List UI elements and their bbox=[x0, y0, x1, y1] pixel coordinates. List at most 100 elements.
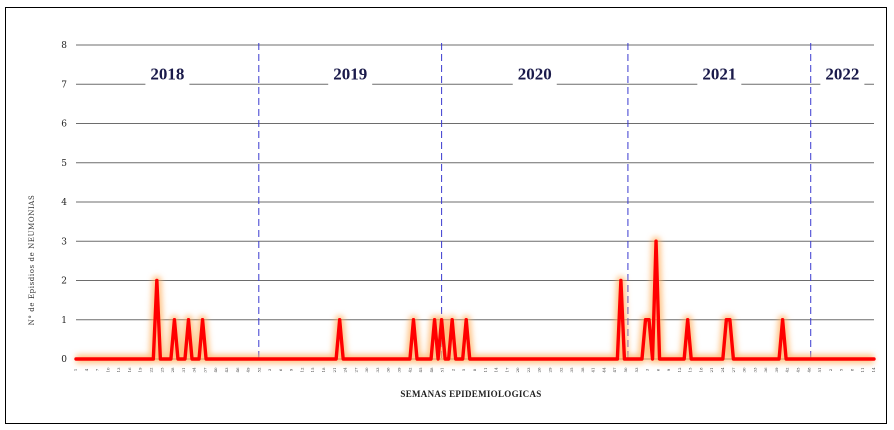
x-axis-title: SEMANAS EPIDEMIOLOGICAS bbox=[400, 389, 541, 399]
x-tick-label-1: 4 bbox=[84, 368, 89, 371]
year-label-bg-2020 bbox=[512, 63, 557, 86]
x-tick-label-47: 38 bbox=[580, 367, 585, 373]
y-tick-label-8: 8 bbox=[61, 41, 67, 51]
data-point-week-185 bbox=[724, 318, 728, 322]
x-tick-label-67: 45 bbox=[796, 367, 801, 373]
data-point-week-28 bbox=[172, 318, 177, 322]
x-tick-label-55: 9 bbox=[666, 368, 671, 371]
y-tick-label-4: 4 bbox=[61, 198, 67, 208]
x-tick-label-34: 51 bbox=[440, 367, 445, 372]
y-tick-label-6: 6 bbox=[61, 120, 67, 130]
x-tick-labels: 1 4 7 10 13 16 19 22 25 28 31 34 37 40 43 46 49 52 3 6 9 12 15… bbox=[73, 367, 876, 373]
year-label-2020: 2020 bbox=[518, 64, 552, 83]
x-tick-label-17: 52 bbox=[256, 367, 261, 373]
x-tick-label-27: 30 bbox=[364, 367, 369, 373]
y-tick-label-7: 7 bbox=[61, 80, 67, 90]
x-tick-label-26: 27 bbox=[353, 367, 358, 373]
x-tick-label-46: 35 bbox=[569, 367, 574, 373]
x-tick-label-15: 46 bbox=[235, 367, 240, 373]
x-tick-label-53: 3 bbox=[645, 368, 650, 371]
y-tick-labels: 0 1 2 3 4 5 6 7 8 bbox=[61, 41, 67, 365]
x-tick-label-44: 29 bbox=[547, 367, 552, 373]
x-tick-label-51: 50 bbox=[623, 367, 628, 373]
x-tick-label-52: 53 bbox=[634, 367, 639, 373]
x-tick-label-35: 2 bbox=[450, 368, 455, 371]
x-tick-label-41: 20 bbox=[515, 367, 520, 373]
data-point-week-162 bbox=[643, 318, 648, 322]
data-point-week-201 bbox=[780, 318, 785, 322]
data-point-week-155 bbox=[619, 278, 623, 283]
x-tick-label-19: 6 bbox=[278, 368, 283, 371]
x-tick-label-66: 42 bbox=[785, 367, 790, 373]
x-tick-label-6: 19 bbox=[138, 367, 143, 373]
data-point-week-75 bbox=[338, 318, 342, 322]
x-tick-label-63: 33 bbox=[752, 367, 757, 373]
x-tick-label-64: 36 bbox=[763, 367, 768, 373]
series-line-path bbox=[74, 239, 876, 361]
y-tick-label-3: 3 bbox=[61, 237, 67, 247]
x-tick-label-36: 5 bbox=[461, 368, 466, 371]
x-tick-label-42: 23 bbox=[526, 367, 531, 373]
x-tick-label-3: 10 bbox=[105, 367, 110, 373]
series-line bbox=[74, 236, 876, 364]
y-tick-label-5: 5 bbox=[61, 159, 67, 169]
x-tick-label-11: 34 bbox=[192, 367, 197, 373]
year-label-2021: 2021 bbox=[702, 64, 736, 83]
year-label-bg-2018 bbox=[145, 63, 190, 86]
x-tick-label-18: 3 bbox=[267, 368, 272, 371]
x-tick-label-73: 11 bbox=[860, 367, 865, 372]
x-tick-label-58: 18 bbox=[698, 367, 703, 373]
x-tick-label-40: 17 bbox=[504, 367, 509, 373]
data-point-week-174 bbox=[686, 318, 690, 322]
x-tick-label-68: 48 bbox=[806, 367, 811, 373]
x-tick-label-61: 27 bbox=[731, 367, 736, 373]
data-point-week-23 bbox=[155, 278, 159, 283]
y-tick-label-2: 2 bbox=[61, 277, 67, 287]
data-point-week-104 bbox=[440, 318, 444, 322]
data-point-week-102 bbox=[432, 318, 437, 322]
year-labels: 2018 2019 2020 2021 2022 bbox=[145, 63, 865, 86]
x-tick-label-72: 8 bbox=[849, 368, 854, 371]
x-tick-label-13: 40 bbox=[213, 367, 218, 373]
series-line-glow bbox=[75, 236, 875, 364]
x-tick-label-54: 6 bbox=[655, 368, 660, 371]
data-point-week-186 bbox=[728, 318, 732, 322]
data-point-week-163 bbox=[647, 318, 651, 322]
year-label-bg-2022 bbox=[820, 63, 865, 86]
y-axis-title: N° de Episdios de NEUMONIAS bbox=[28, 195, 36, 326]
x-tick-label-62: 30 bbox=[742, 367, 747, 373]
x-tick-label-39: 14 bbox=[494, 367, 499, 373]
x-tick-label-10: 31 bbox=[181, 367, 186, 372]
x-tick-label-23: 18 bbox=[321, 367, 326, 373]
y-tick-label-1: 1 bbox=[61, 316, 67, 326]
x-tick-label-31: 42 bbox=[407, 367, 412, 373]
x-tick-label-2: 7 bbox=[95, 368, 100, 371]
x-tick-label-9: 28 bbox=[170, 367, 175, 373]
x-tick-label-32: 45 bbox=[418, 367, 423, 373]
x-tick-label-70: 2 bbox=[828, 368, 833, 371]
x-tick-label-22: 15 bbox=[310, 367, 315, 373]
x-tick-label-24: 21 bbox=[332, 367, 337, 372]
x-tick-label-71: 5 bbox=[839, 368, 844, 371]
x-tick-label-0: 1 bbox=[73, 369, 78, 372]
x-tick-label-5: 16 bbox=[127, 367, 132, 373]
x-tick-label-60: 24 bbox=[720, 367, 725, 373]
x-tick-label-59: 21 bbox=[709, 367, 714, 372]
x-tick-label-30: 39 bbox=[397, 367, 402, 373]
x-tick-label-21: 12 bbox=[299, 367, 304, 373]
grid-lines bbox=[76, 44, 874, 360]
data-point-week-96 bbox=[411, 318, 416, 322]
data-point-week-165 bbox=[654, 239, 658, 243]
x-tick-label-7: 22 bbox=[148, 367, 153, 373]
x-tick-label-12: 37 bbox=[202, 367, 207, 373]
year-label-2022: 2022 bbox=[825, 64, 859, 83]
x-tick-label-48: 41 bbox=[591, 367, 596, 372]
x-tick-label-50: 47 bbox=[612, 367, 617, 373]
x-tick-label-28: 33 bbox=[375, 367, 380, 373]
x-tick-label-49: 44 bbox=[601, 367, 606, 373]
x-tick-label-8: 25 bbox=[159, 367, 164, 373]
data-point-week-107 bbox=[450, 318, 454, 322]
data-point-week-111 bbox=[464, 318, 468, 322]
x-tick-label-38: 11 bbox=[483, 367, 488, 372]
